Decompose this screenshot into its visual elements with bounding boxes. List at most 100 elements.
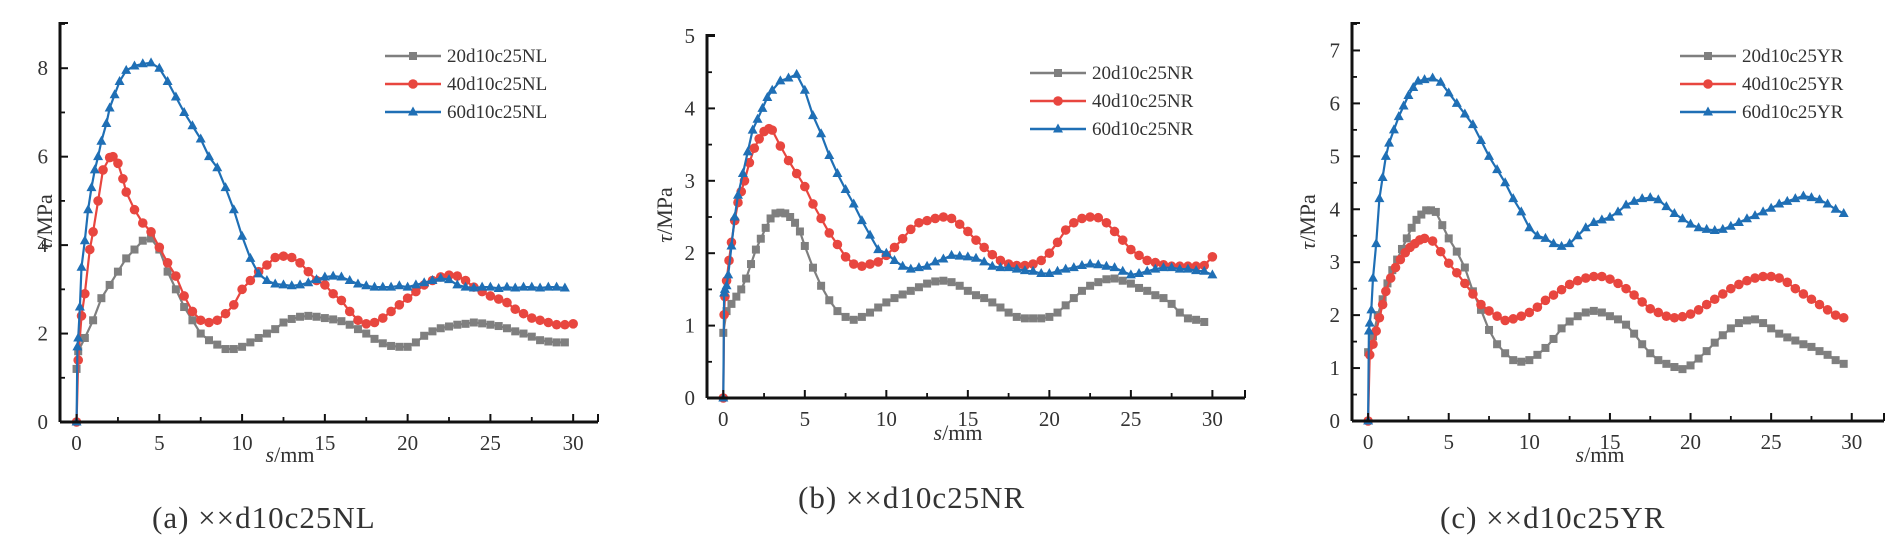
data-point-20d10c25NR — [1029, 314, 1038, 323]
legend-marker — [1703, 79, 1713, 89]
data-point-20d10c25NR — [1175, 308, 1184, 317]
data-point-40d10c25YR — [1556, 284, 1567, 295]
data-point-20d10c25NL — [370, 334, 379, 343]
data-point-20d10c25NR — [795, 227, 804, 236]
data-point-20d10c25NR — [781, 209, 790, 218]
data-point-40d10c25NR — [1036, 255, 1047, 266]
legend-item: 60d10c25NL — [385, 102, 547, 123]
data-point-60d10c25YR — [1758, 206, 1769, 216]
y-tick-label: 2 — [1330, 303, 1341, 327]
y-axis-unit: /MPa — [32, 194, 57, 242]
data-point-20d10c25NR — [808, 263, 817, 272]
x-tick-label: 25 — [1761, 430, 1782, 454]
data-point-60d10c25NL — [295, 279, 306, 289]
data-point-20d10c25NR — [1037, 314, 1046, 323]
data-point-60d10c25YR — [1798, 190, 1809, 200]
data-point-60d10c25YR — [1572, 230, 1583, 240]
data-point-40d10c25NL — [320, 280, 330, 290]
data-point-20d10c25NR — [833, 307, 842, 316]
data-point-20d10c25NL — [105, 280, 114, 289]
data-point-60d10c25YR — [1366, 304, 1377, 314]
data-point-40d10c25NR — [800, 181, 810, 192]
data-point-60d10c25NL — [559, 282, 570, 292]
x-tick-label: 10 — [232, 431, 253, 455]
data-point-20d10c25NR — [776, 208, 785, 217]
data-point-40d10c25NL — [344, 306, 355, 317]
data-point-60d10c25NR — [791, 68, 802, 78]
legend-marker — [1053, 96, 1063, 106]
legend-label: 60d10c25YR — [1742, 102, 1844, 123]
data-point-40d10c25YR — [1693, 305, 1704, 315]
data-point-20d10c25NR — [1110, 274, 1119, 283]
data-point-40d10c25NL — [386, 306, 396, 317]
data-point-40d10c25YR — [1476, 299, 1486, 310]
data-point-60d10c25YR — [1435, 76, 1446, 86]
data-point-20d10c25NR — [898, 290, 907, 299]
data-point-20d10c25YR — [1444, 234, 1453, 243]
series-20d10c25NR — [719, 208, 1209, 337]
data-point-40d10c25NR — [914, 217, 924, 228]
data-point-40d10c25YR — [1750, 273, 1760, 283]
data-point-60d10c25NR — [954, 250, 965, 260]
data-point-20d10c25YR — [1431, 207, 1440, 216]
data-point-20d10c25NL — [345, 320, 354, 329]
data-point-60d10c25NL — [535, 282, 546, 292]
data-point-20d10c25YR — [1614, 315, 1622, 324]
data-point-40d10c25NL — [353, 315, 363, 326]
data-point-60d10c25NR — [757, 102, 768, 112]
data-point-40d10c25NL — [162, 258, 173, 268]
legend-item: 60d10c25YR — [1680, 102, 1844, 123]
data-point-60d10c25NL — [303, 277, 314, 287]
data-point-40d10c25YR — [1605, 274, 1615, 284]
data-point-40d10c25NL — [402, 293, 413, 303]
legend-label: 40d10c25NL — [447, 74, 547, 95]
data-point-60d10c25YR — [1475, 134, 1486, 144]
data-point-60d10c25NL — [328, 270, 339, 280]
data-point-40d10c25NR — [873, 257, 883, 267]
data-point-20d10c25YR — [1378, 295, 1387, 304]
data-point-60d10c25NL — [228, 204, 239, 214]
legend-item: 60d10c25NR — [1030, 119, 1194, 140]
data-point-20d10c25NL — [262, 329, 271, 338]
data-point-60d10c25NR — [1068, 262, 1079, 272]
data-point-20d10c25YR — [1839, 359, 1848, 368]
data-point-20d10c25NR — [980, 294, 989, 303]
data-point-40d10c25YR — [1395, 254, 1406, 265]
y-tick-label: 0 — [38, 410, 49, 434]
data-point-20d10c25YR — [1710, 338, 1719, 347]
data-point-20d10c25YR — [1815, 347, 1824, 356]
data-point-20d10c25NR — [874, 303, 883, 312]
data-point-60d10c25YR — [1443, 87, 1454, 97]
data-point-40d10c25NL — [179, 291, 189, 301]
data-point-20d10c25YR — [1541, 343, 1550, 352]
data-point-60d10c25NL — [460, 281, 471, 291]
data-point-20d10c25NR — [761, 223, 770, 232]
data-point-40d10c25YR — [1492, 311, 1502, 321]
data-point-20d10c25NL — [271, 325, 280, 334]
data-point-40d10c25YR — [1508, 314, 1519, 324]
series-40d10c25NR — [718, 123, 1218, 403]
data-point-40d10c25NL — [526, 313, 537, 323]
legend-item: 40d10c25YR — [1680, 74, 1844, 95]
data-point-20d10c25NR — [1126, 279, 1135, 288]
data-point-60d10c25NR — [848, 198, 859, 208]
data-point-60d10c25NL — [114, 75, 125, 85]
data-point-60d10c25NR — [1011, 263, 1022, 273]
data-point-40d10c25NR — [905, 224, 916, 235]
data-point-20d10c25NL — [122, 254, 131, 263]
data-point-60d10c25YR — [1403, 89, 1414, 99]
data-point-60d10c25NL — [137, 58, 148, 68]
x-tick-label: 10 — [876, 407, 897, 431]
x-axis-var: s — [266, 442, 275, 467]
data-point-40d10c25YR — [1774, 273, 1785, 283]
data-point-60d10c25YR — [1532, 230, 1543, 240]
x-tick-label: 10 — [1519, 430, 1540, 454]
data-point-40d10c25NL — [129, 204, 140, 215]
data-point-40d10c25YR — [1758, 271, 1768, 282]
x-axis-unit: /mm — [274, 442, 314, 467]
data-point-40d10c25YR — [1798, 289, 1809, 299]
series-40d10c25YR — [1363, 233, 1849, 426]
data-point-20d10c25NL — [113, 267, 122, 276]
data-point-20d10c25NR — [1053, 308, 1062, 317]
data-point-20d10c25NR — [1094, 278, 1103, 287]
